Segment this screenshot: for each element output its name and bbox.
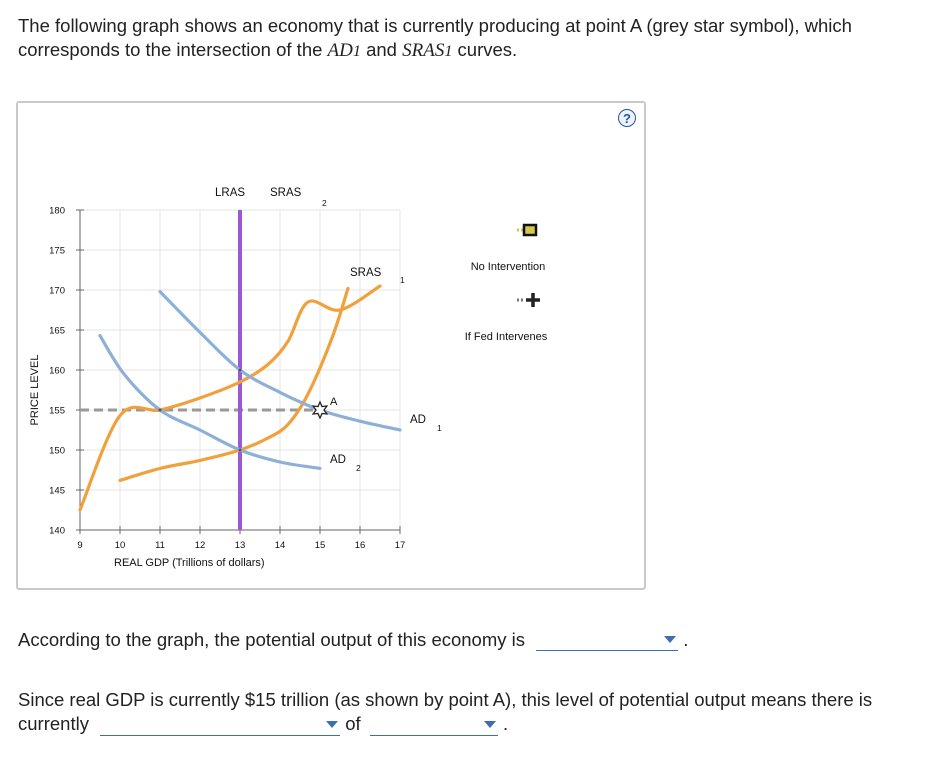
x-tick-label: 11	[155, 540, 165, 551]
series-ad2	[98, 334, 322, 470]
x-tick-label: 9	[77, 540, 82, 551]
question-1-end: .	[683, 629, 689, 650]
legend-label-fed-intervenes: If Fed Intervenes	[465, 331, 548, 343]
y-tick-label: 145	[49, 486, 65, 497]
series-sras2	[118, 286, 350, 482]
panel-toolbar: ?	[18, 103, 644, 133]
label-lras: LRAS	[215, 187, 245, 199]
legend-square-icon	[522, 223, 538, 237]
intro-and: and	[360, 39, 403, 60]
intro-sras1: SRAS1	[402, 40, 453, 61]
intro-ad1: AD1	[327, 40, 361, 61]
intro-text: The following graph shows an economy tha…	[18, 14, 918, 64]
y-tick-label: 155	[49, 406, 65, 417]
intersection-point	[158, 408, 162, 412]
question-2-of: of	[345, 713, 361, 734]
potential-output-dropdown[interactable]	[536, 628, 679, 651]
label-ad2-sub: 2	[356, 463, 361, 473]
y-tick-label: 180	[49, 206, 65, 217]
x-tick-label: 10	[115, 540, 126, 551]
point-a-star-icon	[311, 400, 329, 420]
x-axis-title: REAL GDP (Trillions of dollars)	[114, 557, 265, 569]
intro-end: curves.	[452, 39, 518, 60]
y-tick-label: 165	[49, 326, 65, 337]
chevron-down-icon	[664, 636, 677, 643]
label-sras1-sub: 1	[400, 275, 405, 285]
question-2-end: .	[502, 713, 509, 734]
legend-label-no-intervention: No Intervention	[471, 261, 546, 273]
intersection-point	[238, 448, 242, 452]
x-tick-label: 13	[235, 540, 246, 551]
question-1: According to the graph, the potential ou…	[18, 628, 688, 651]
question-1-text: According to the graph, the potential ou…	[18, 629, 526, 650]
x-tick-label: 14	[275, 540, 286, 551]
chevron-down-icon	[326, 721, 339, 728]
gap-amount-dropdown[interactable]	[369, 713, 498, 736]
y-tick-label: 175	[49, 246, 65, 257]
point-a-label: A	[330, 396, 338, 408]
gap-type-dropdown[interactable]	[100, 713, 341, 736]
question-2: Since real GDP is currently $15 trillion…	[18, 688, 923, 736]
label-ad1-sub: 1	[437, 423, 442, 433]
intro-part1: The following graph shows an economy tha…	[18, 15, 852, 60]
intersection-point	[238, 368, 242, 372]
chevron-down-icon	[483, 721, 496, 728]
label-sras2: SRAS	[270, 187, 302, 199]
x-tick-label: 15	[315, 540, 326, 551]
y-tick-label: 150	[49, 446, 65, 457]
series-ad1	[158, 290, 402, 432]
label-ad1: AD	[410, 414, 426, 426]
graph-panel: ?	[16, 101, 646, 590]
y-tick-label: 170	[49, 286, 65, 297]
y-tick-label: 140	[49, 526, 65, 537]
y-axis-title: PRICE LEVEL	[29, 355, 41, 426]
label-sras1: SRAS	[350, 267, 382, 279]
x-tick-label: 16	[355, 540, 366, 551]
label-ad2: AD	[330, 454, 346, 466]
y-tick-label: 160	[49, 366, 65, 377]
x-tick-label: 17	[395, 540, 406, 551]
question-2-text: Since real GDP is currently $15 trillion…	[18, 689, 873, 734]
help-icon[interactable]: ?	[618, 109, 636, 127]
x-tick-label: 12	[195, 540, 206, 551]
legend-plus-icon	[526, 293, 540, 307]
label-sras2-sub: 2	[322, 198, 327, 208]
